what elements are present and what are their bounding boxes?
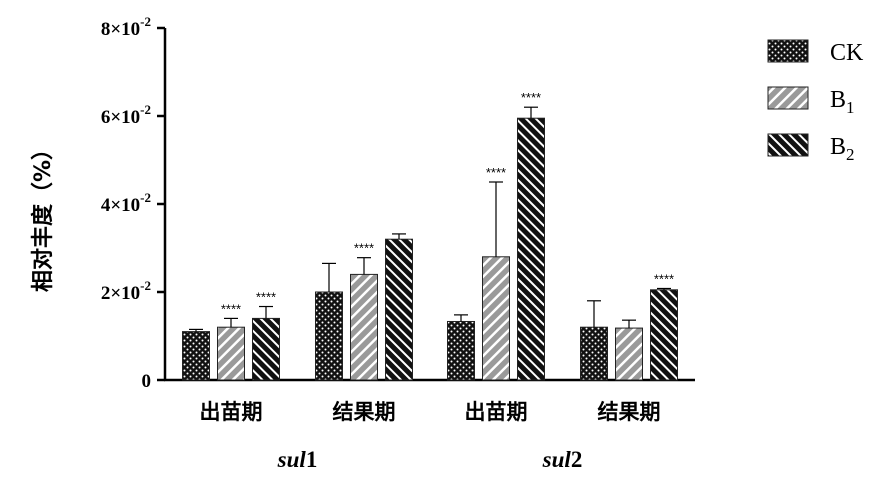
category-label: 结果期 [333,400,396,424]
bar [447,320,475,381]
significance-label: **** [256,290,276,305]
bar [350,273,378,381]
significance-label: **** [521,90,541,105]
legend: CK B1 B2 [767,39,864,164]
category-label: 出苗期 [465,400,528,424]
legend-swatch [767,39,809,63]
legend-label: B2 [830,134,855,164]
bar [217,326,245,381]
bar [615,327,643,381]
bar [517,117,545,381]
significance-label: **** [486,165,506,180]
category-labels: 出苗期 结果期 出苗期 结果期 sul1 sul2 [200,400,661,472]
y-axis: 0 2×10-2 4×10-2 6×10-2 8×10-2 [101,14,167,392]
legend-label: B1 [830,87,855,117]
significance-label: **** [221,301,241,316]
bar [252,317,280,381]
y-axis-label: 相对丰度（%） [30,138,56,292]
legend-swatch [767,86,809,110]
bar [385,238,413,381]
legend-swatch [767,133,809,157]
gene-group-label: sul2 [542,447,583,472]
y-tick-label: 0 [142,371,152,392]
legend-label: CK [830,40,864,66]
bar [182,331,210,381]
category-label: 出苗期 [200,400,263,424]
y-tick-label: 6×10-2 [101,102,151,128]
significance-label: **** [654,271,674,286]
category-label: 结果期 [598,400,661,424]
y-tick-label: 2×10-2 [101,278,151,304]
bar [315,291,343,381]
bar [482,256,510,381]
bars: **** **** **** **** **** **** [182,90,678,381]
bar [650,289,678,381]
gene-group-label: sul1 [277,447,318,472]
y-tick-label: 8×10-2 [101,14,151,40]
significance-label: **** [354,241,374,256]
y-tick-label: 4×10-2 [101,190,151,216]
bar [580,326,608,381]
